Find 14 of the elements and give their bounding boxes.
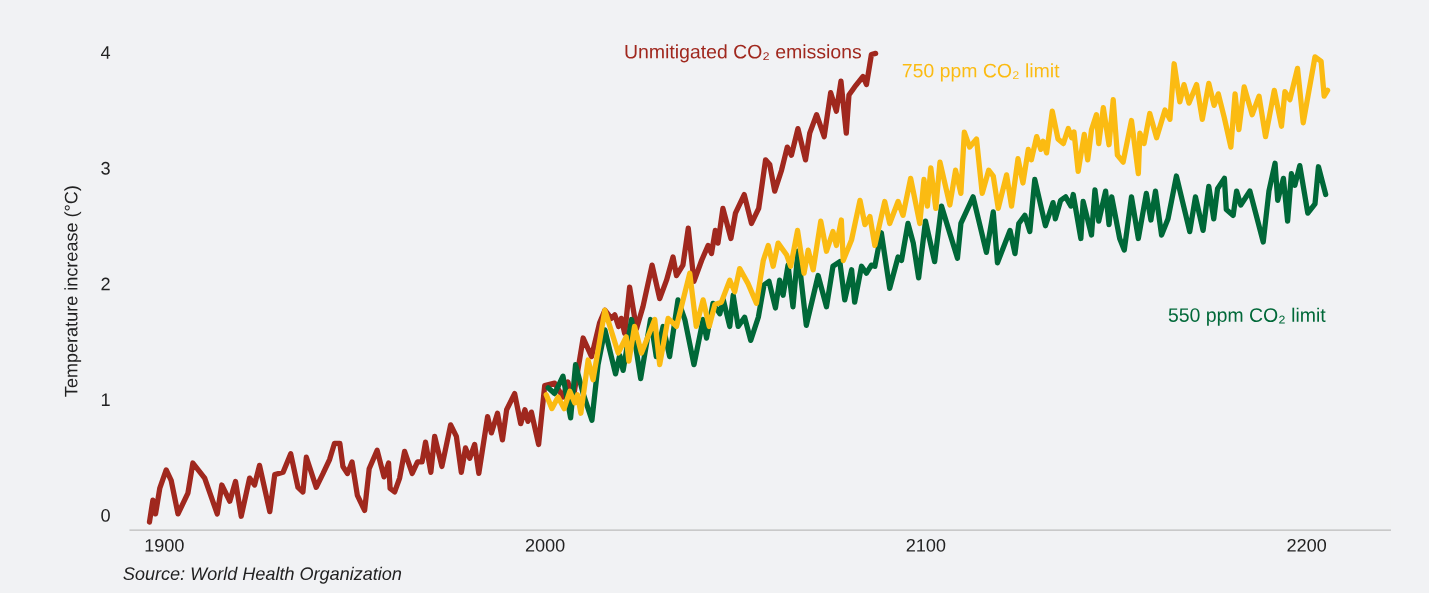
x-tick-label: 2200 [1287, 538, 1327, 552]
x-tick-label: 2000 [525, 538, 565, 552]
text: 550 ppm CO₂ limit [1168, 307, 1326, 326]
y-tick-label: 0 [101, 509, 110, 522]
y-axis-title: Temperature increase (°C) [64, 186, 82, 397]
x-tick-label: 1900 [145, 538, 184, 552]
y-tick-label: 4 [100, 46, 111, 59]
y-tick-label: 2 [101, 277, 110, 291]
series-label: Unmitigated CO₂ emissions [625, 44, 862, 63]
source-note: Source: World Health Organization [123, 566, 402, 584]
series-label: 750 ppm CO₂ limit [902, 63, 1060, 82]
y-tick-label: 3 [101, 161, 110, 175]
y-tick-label: 1 [101, 393, 110, 406]
x-tick-label: 2100 [906, 538, 946, 552]
